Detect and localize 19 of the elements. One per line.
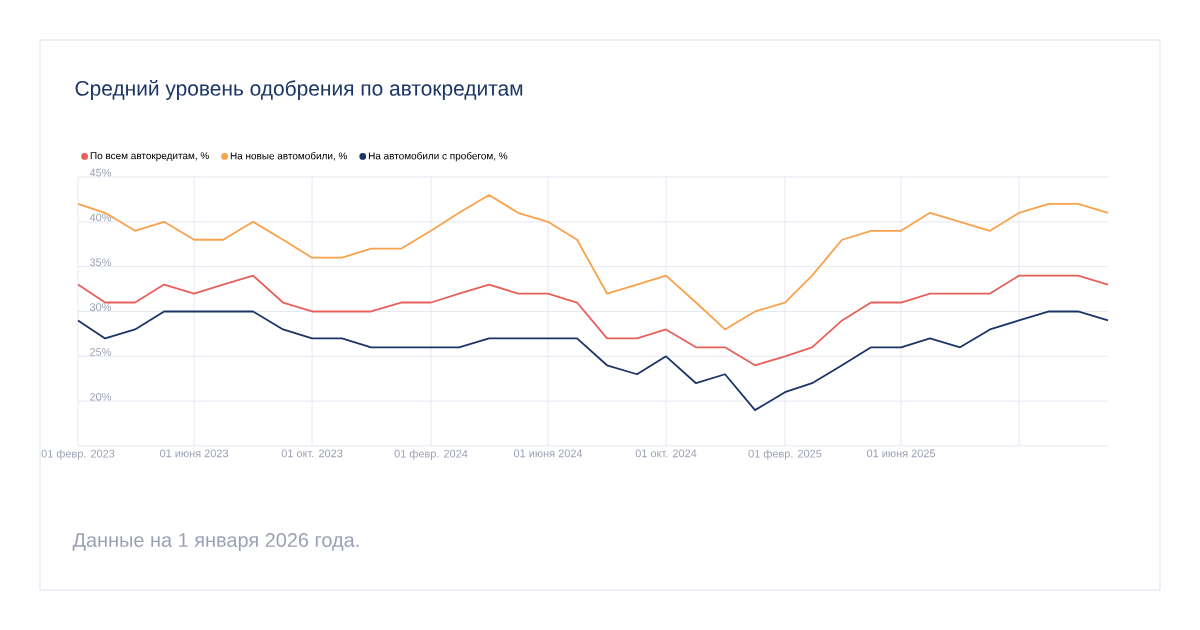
y-tick-label: 35% <box>89 258 112 267</box>
x-tick-label: 01 июня 2024 <box>513 449 583 458</box>
x-tick-label: 01 февр. 2025 <box>748 449 822 460</box>
y-tick-label: 30% <box>89 303 112 311</box>
y-tick-label: 45% <box>89 168 112 177</box>
legend-label: По всем автокредитам, % <box>90 152 209 162</box>
x-tick-label: 01 июня 2025 <box>866 449 936 458</box>
chart-title: Средний уровень одобрения по автокредитам <box>75 80 523 100</box>
y-tick-label: 40% <box>89 213 112 222</box>
x-tick-label: 01 окт. 2023 <box>281 449 343 458</box>
x-tick-label: 01 окт. 2024 <box>635 449 697 458</box>
legend-label: На новые автомобили, % <box>230 151 347 161</box>
y-tick-label: 25% <box>90 348 112 356</box>
legend-label: На автомобили с пробегом, % <box>368 151 508 162</box>
text: Данные на 1 января 2026 года. <box>72 532 359 552</box>
x-tick-label: 01 июня 2023 <box>159 449 229 458</box>
x-tick-label: 01 февр. 2024 <box>394 449 468 460</box>
y-tick-label: 20% <box>90 392 112 401</box>
x-tick-label: 01 февр. 2023 <box>41 449 115 460</box>
